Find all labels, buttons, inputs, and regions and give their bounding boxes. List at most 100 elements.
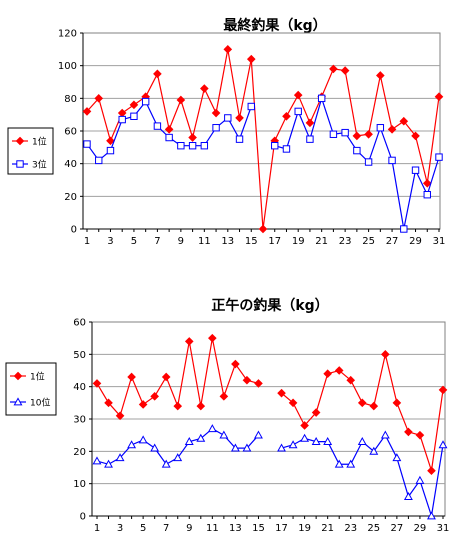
data-point (346, 459, 356, 468)
x-tick-label: 3 (117, 523, 123, 534)
x-tick-label: 21 (321, 523, 334, 534)
legend-marker (13, 397, 23, 406)
x-tick-label: 9 (178, 236, 184, 247)
legend-marker (15, 136, 25, 146)
data-point (293, 90, 303, 100)
data-point (329, 64, 338, 74)
x-tick-label: 1 (84, 236, 90, 247)
data-point (127, 440, 137, 449)
data-point (219, 430, 229, 439)
legend-label: 1位 (32, 136, 47, 148)
data-point (235, 113, 244, 123)
y-tick-label: 40 (64, 159, 77, 170)
x-tick-label: 11 (206, 523, 219, 534)
x-tick-label: 19 (292, 236, 305, 247)
legend (5, 362, 57, 416)
x-tick-label: 19 (298, 523, 311, 534)
x-tick-label: 1 (94, 523, 100, 534)
data-point (369, 401, 379, 411)
data-point (208, 333, 217, 343)
chart-title: 最終釣果（kg） (223, 17, 326, 34)
data-point (427, 511, 436, 520)
x-tick-label: 17 (275, 523, 288, 534)
data-point (207, 424, 217, 433)
data-point (188, 133, 197, 142)
data-point (258, 224, 268, 234)
data-point (235, 135, 244, 143)
x-tick-label: 7 (154, 236, 160, 247)
data-point (306, 135, 314, 143)
series-1 (92, 333, 448, 476)
data-point (352, 131, 362, 141)
x-tick-label: 3 (107, 236, 113, 247)
data-point (138, 400, 148, 409)
data-point (277, 443, 286, 452)
data-point (341, 128, 349, 137)
data-point (150, 443, 160, 452)
x-tick-label: 5 (140, 523, 146, 534)
data-point (438, 440, 448, 449)
data-point (346, 375, 356, 385)
data-point (423, 191, 431, 199)
data-point (364, 129, 373, 139)
data-point (381, 350, 390, 359)
data-point (224, 114, 232, 122)
data-point (300, 433, 310, 442)
data-point (353, 146, 361, 155)
data-point (219, 392, 229, 401)
data-point (334, 459, 344, 468)
data-point (242, 443, 252, 452)
data-point (415, 430, 425, 440)
data-point (141, 97, 150, 106)
data-point (380, 430, 390, 439)
data-point (164, 125, 174, 134)
data-point (129, 100, 139, 110)
data-point (323, 369, 332, 379)
data-point (387, 125, 397, 134)
chart-title: 正午の釣果（kg） (211, 297, 328, 314)
data-point (230, 443, 240, 452)
data-point (403, 491, 413, 500)
data-point (150, 392, 159, 401)
x-tick-label: 17 (268, 236, 281, 247)
data-point (294, 107, 302, 116)
y-tick-label: 120 (58, 29, 77, 40)
data-point (83, 140, 91, 148)
data-point (399, 116, 409, 126)
data-point (400, 225, 408, 233)
data-point (173, 401, 183, 411)
data-point (411, 166, 420, 174)
data-point (153, 69, 162, 79)
y-tick-label: 60 (73, 318, 86, 329)
data-point (200, 142, 209, 150)
legend (7, 127, 54, 175)
data-point (311, 408, 321, 417)
data-point (130, 112, 138, 120)
y-tick-label: 80 (64, 94, 77, 105)
data-point (95, 156, 103, 165)
data-point (196, 433, 206, 442)
data-point (311, 437, 321, 446)
x-tick-label: 5 (131, 236, 137, 247)
series-2 (83, 94, 443, 233)
data-point (127, 372, 136, 382)
data-point (392, 453, 402, 462)
data-point (231, 359, 240, 369)
x-tick-label: 9 (186, 523, 192, 534)
data-point (254, 430, 263, 439)
data-point (242, 375, 252, 385)
y-tick-label: 40 (73, 382, 86, 393)
y-tick-label: 10 (73, 479, 86, 490)
data-point (92, 456, 102, 465)
data-point (188, 142, 197, 150)
data-point (282, 111, 291, 121)
x-tick-label: 29 (414, 523, 427, 534)
x-tick-label: 29 (409, 236, 422, 247)
data-point (254, 379, 263, 388)
data-point (422, 178, 432, 188)
data-point (329, 130, 338, 138)
x-tick-label: 25 (362, 236, 375, 247)
